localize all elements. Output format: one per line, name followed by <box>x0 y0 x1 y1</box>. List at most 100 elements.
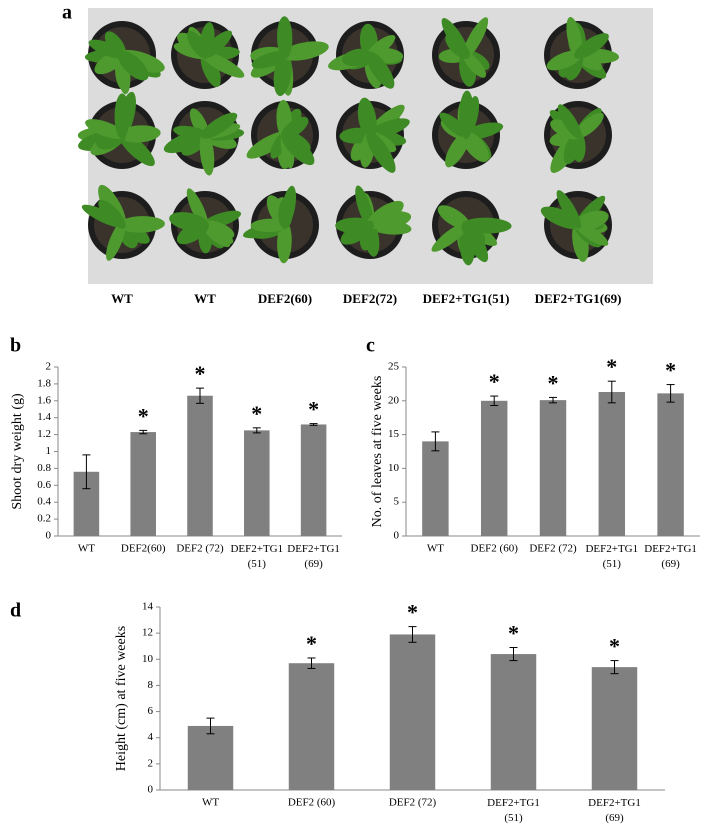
bar <box>187 725 234 790</box>
leaf <box>281 41 329 61</box>
leaf <box>277 16 293 59</box>
y-tick-label: 1.8 <box>37 377 51 389</box>
y-tick-label: 25 <box>388 361 400 373</box>
leaf <box>546 50 582 71</box>
panel-label: b <box>10 335 21 357</box>
error-bar <box>82 454 91 490</box>
leaf <box>106 221 126 261</box>
y-tick-label: 0 <box>148 784 154 796</box>
y-tick-label: 12 <box>142 627 153 639</box>
leaf <box>574 112 604 139</box>
x-tick-label: WT <box>78 543 95 555</box>
y-tick-label: 6 <box>148 705 154 717</box>
y-tick-label: 2 <box>46 361 52 373</box>
bar <box>422 441 449 536</box>
x-tick-label: DEF2 (72) <box>389 797 437 809</box>
leaf <box>187 30 209 59</box>
y-tick-label: 1.6 <box>37 394 51 406</box>
leaf <box>366 51 395 89</box>
y-tick-label: 0.4 <box>37 496 51 508</box>
significance-mark: * <box>407 600 418 625</box>
y-tick-label: 0.8 <box>37 462 51 474</box>
leaf <box>461 130 489 163</box>
significance-mark: * <box>508 621 519 646</box>
leaf <box>201 51 245 78</box>
leaf <box>341 48 375 67</box>
leaf <box>355 185 374 229</box>
error-bar <box>490 395 499 407</box>
y-tick-label: 2 <box>148 757 154 769</box>
y-tick-label: 20 <box>388 394 400 406</box>
y-tick-label: 14 <box>142 601 154 613</box>
x-tick-label: DEF2+TG1 (51) <box>585 543 638 570</box>
x-tick-label: DEF2 (72) <box>176 543 224 555</box>
photo-caption: DEF2+TG1(69) <box>535 291 622 306</box>
x-tick-label: WT <box>427 543 444 555</box>
error-bar <box>309 423 318 426</box>
significance-mark: * <box>489 369 500 394</box>
bar <box>490 654 537 790</box>
photo-caption: WT <box>194 291 216 306</box>
y-tick-label: 4 <box>148 731 154 743</box>
significance-mark: * <box>548 370 559 395</box>
leaf <box>573 210 609 231</box>
panel-label: c <box>366 335 375 357</box>
bar <box>657 393 684 536</box>
x-tick-label: DEF2+TG1 (69) <box>644 543 697 570</box>
y-tick-label: 5 <box>394 496 400 508</box>
x-tick-label: DEF2+TG1 (69) <box>287 543 340 570</box>
leaf <box>85 119 126 140</box>
leaf <box>340 220 374 245</box>
error-bar <box>252 427 261 434</box>
y-axis-label: Shoot dry weight (g) <box>10 393 25 510</box>
leaf <box>88 39 126 59</box>
photo-caption: DEF2+TG1(51) <box>423 291 510 306</box>
leaf <box>462 17 489 59</box>
y-axis-label: No. of leaves at five weeks <box>370 376 385 528</box>
x-tick-label: DEF2 (60) <box>288 797 336 809</box>
bar <box>288 663 335 790</box>
error-bar <box>607 380 616 404</box>
y-tick-label: 1 <box>46 445 52 457</box>
panel-label: a <box>62 2 72 24</box>
leaf <box>557 104 582 139</box>
leaf <box>98 199 126 229</box>
leaf <box>278 197 293 229</box>
leaf <box>540 206 582 230</box>
leaf <box>281 131 315 166</box>
leaf <box>459 90 474 139</box>
leaf <box>117 50 149 81</box>
leaf <box>556 190 582 229</box>
error-bar <box>509 647 518 662</box>
x-tick-label: DEF2 (60) <box>471 543 519 555</box>
bar <box>389 634 436 790</box>
y-tick-label: 0 <box>46 530 52 542</box>
x-tick-label: DEF2+TG1 (69) <box>588 797 641 824</box>
error-bar <box>206 717 215 735</box>
leaf <box>431 221 470 252</box>
error-bar <box>139 429 148 435</box>
leaf <box>574 33 609 59</box>
x-tick-label: DEF2+TG1 (51) <box>487 797 540 824</box>
y-tick-label: 0 <box>394 530 400 542</box>
error-bar <box>196 387 204 404</box>
y-tick-label: 10 <box>142 653 154 665</box>
leaf <box>273 51 292 97</box>
significance-mark: * <box>606 354 617 379</box>
leaf <box>366 200 404 230</box>
bar <box>539 400 567 536</box>
significance-mark: * <box>308 397 319 422</box>
y-tick-label: 0.2 <box>37 513 51 525</box>
leaf <box>176 220 210 245</box>
leaf <box>201 221 231 248</box>
bar <box>591 667 638 790</box>
leaf <box>201 112 238 139</box>
leaf <box>114 93 130 139</box>
photo-caption: WT <box>111 291 133 306</box>
leaf <box>199 131 215 176</box>
significance-mark: * <box>251 401 262 426</box>
bar <box>598 392 626 536</box>
photo-caption: DEF2(72) <box>343 291 397 306</box>
